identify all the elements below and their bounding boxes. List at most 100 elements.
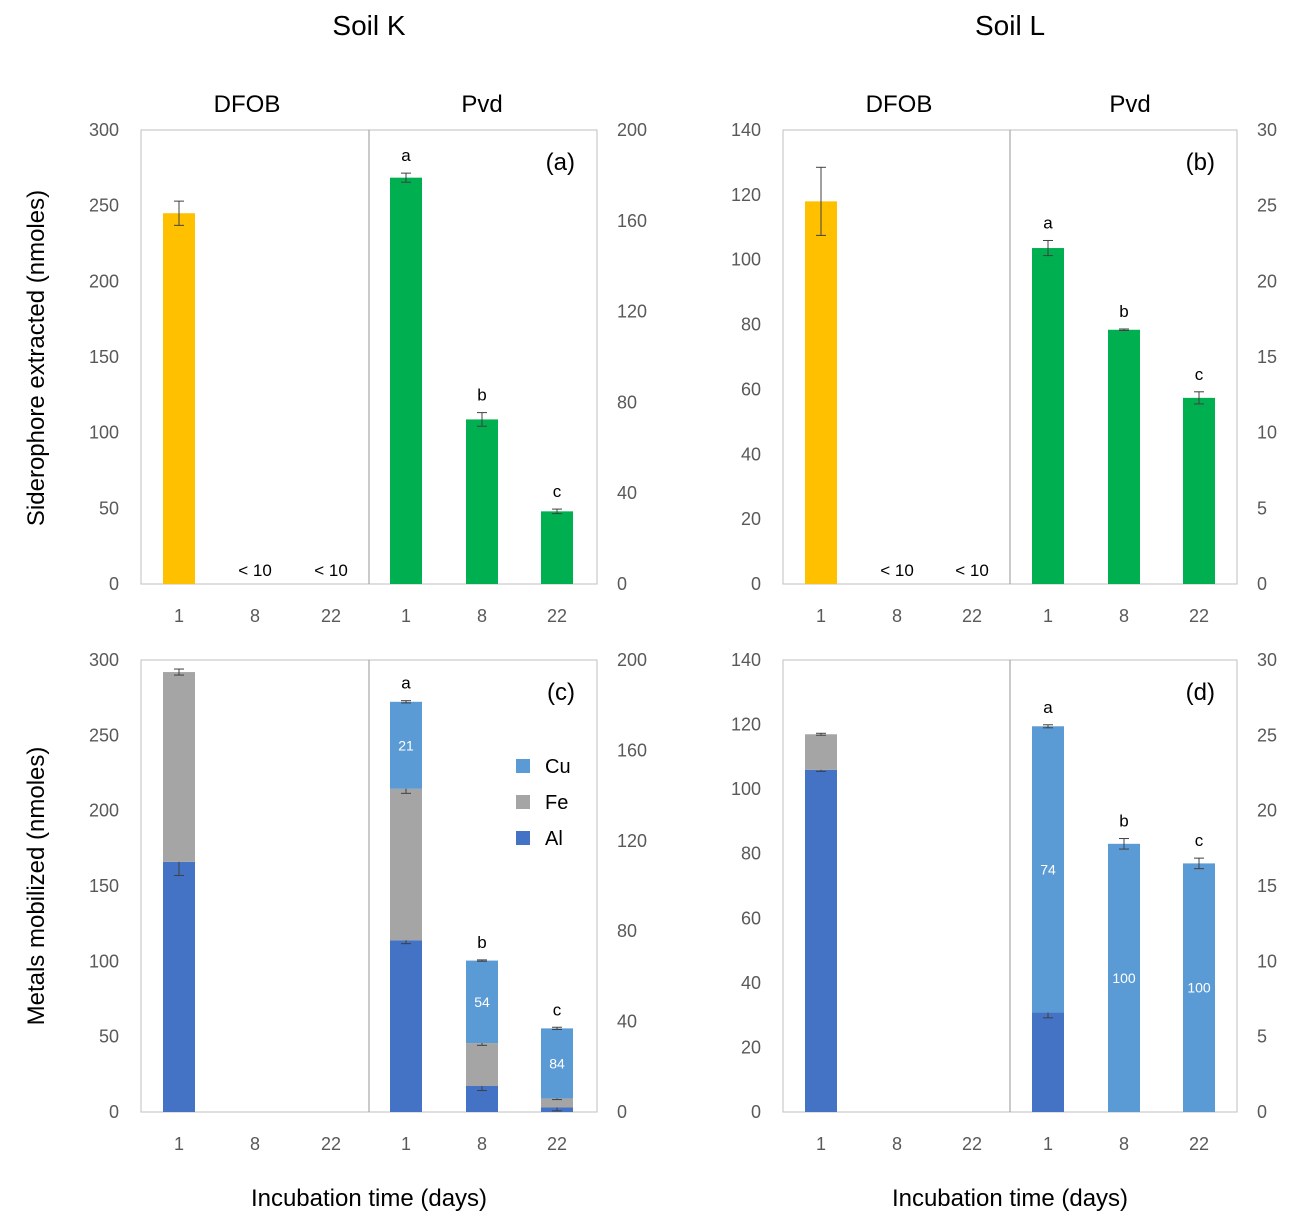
panel-b-left-tick-label: 80 — [741, 315, 761, 335]
panel-c-right-tick-label: 120 — [617, 831, 647, 851]
panel-d-left-tick-label: 120 — [731, 715, 761, 735]
panel-d-left-tick-label: 0 — [751, 1102, 761, 1122]
legend-swatch-cu — [516, 759, 530, 773]
panel-d-al-segment — [805, 769, 837, 1112]
panel-b-left-tick-label: 20 — [741, 509, 761, 529]
legend-swatch-fe — [516, 795, 530, 809]
panel-b-pvd-letter: c — [1195, 365, 1204, 384]
panel-b-right-tick-label: 25 — [1257, 196, 1277, 216]
panel-c-left-tick-label: 0 — [109, 1102, 119, 1122]
panel-c-right-tick-label: 200 — [617, 650, 647, 670]
panel-b-category-label: 1 — [1043, 606, 1053, 626]
panel-d-left-tick-label: 40 — [741, 973, 761, 993]
panel-d-cu-segment — [1032, 726, 1064, 1013]
panel-a-pvd-letter: b — [477, 386, 486, 405]
panel-c-label: (c) — [547, 679, 575, 706]
header-dfob-l: DFOB — [866, 91, 933, 118]
panel-d-left-tick-label: 80 — [741, 844, 761, 864]
panel-b-dfob-bar-label: < 10 — [955, 561, 989, 580]
panel-b-pvd-bar — [1032, 248, 1064, 585]
panel-c-category-label: 22 — [547, 1134, 567, 1154]
panel-c-left-tick-label: 150 — [89, 876, 119, 896]
panel-c-cu-segment — [541, 1028, 573, 1099]
panel-a-dfob-bar — [163, 213, 195, 584]
panel-a-category-label: 22 — [321, 606, 341, 626]
panel-c-fe-segment — [541, 1098, 573, 1108]
panel-a-left-tick-label: 150 — [89, 347, 119, 367]
y-axis-label-top: Siderophore extracted (nmoles) — [23, 190, 50, 526]
panel-b-left-tick-label: 100 — [731, 250, 761, 270]
panel-d-category-label: 1 — [816, 1134, 826, 1154]
panel-b-pvd-letter: a — [1043, 213, 1053, 232]
panel-c-right-tick-label: 160 — [617, 740, 647, 760]
panel-b-right-tick-label: 15 — [1257, 347, 1277, 367]
panel-c-left-tick-label: 50 — [99, 1027, 119, 1047]
panel-c-fe-segment — [163, 672, 195, 862]
panel-a-right-tick-label: 160 — [617, 211, 647, 231]
x-axis-label-right: Incubation time (days) — [892, 1185, 1128, 1212]
panel-c-category-label: 8 — [250, 1134, 260, 1154]
panel-a-label: (a) — [546, 149, 575, 176]
panel-a-left-tick-label: 300 — [89, 120, 119, 140]
legend-label-al: Al — [545, 828, 563, 850]
panel-a-category-label: 1 — [174, 606, 184, 626]
panel-c-fe-segment — [466, 1043, 498, 1087]
panel-a-category-label: 8 — [477, 606, 487, 626]
panel-d-right-tick-label: 25 — [1257, 725, 1277, 745]
panel-b-left-tick-label: 0 — [751, 574, 761, 594]
panel-d-category-label: 22 — [1189, 1134, 1209, 1154]
panel-d-label: (d) — [1186, 679, 1215, 706]
panel-d-al-segment — [1032, 1012, 1064, 1112]
panel-a-left-tick-label: 250 — [89, 196, 119, 216]
panel-d-cu-percent-label: 74 — [1040, 861, 1056, 877]
panel-b-pvd-bar — [1183, 397, 1215, 584]
panel-d-right-tick-label: 0 — [1257, 1102, 1267, 1122]
panel-c-pvd-letter: b — [477, 933, 486, 952]
panel-b-dfob-bar-label: < 10 — [880, 561, 914, 580]
panel-a-right-tick-label: 40 — [617, 483, 637, 503]
panel-b-right-tick-label: 30 — [1257, 120, 1277, 140]
panel-c-left-tick-label: 250 — [89, 725, 119, 745]
panel-d-right-tick-label: 5 — [1257, 1027, 1267, 1047]
panel-d-left-tick-label: 60 — [741, 908, 761, 928]
panel-a-left-tick-label: 50 — [99, 498, 119, 518]
panel-a-category-label: 8 — [250, 606, 260, 626]
panel-d-right-tick-label: 10 — [1257, 951, 1277, 971]
panel-c-right-tick-label: 0 — [617, 1102, 627, 1122]
panel-d-right-tick-label: 15 — [1257, 876, 1277, 896]
panel-a-right-tick-label: 0 — [617, 574, 627, 594]
panel-d-cu-segment — [1183, 863, 1215, 1112]
panel-d-left-tick-label: 20 — [741, 1037, 761, 1057]
panel-b-category-label: 22 — [1189, 606, 1209, 626]
x-axis-label-left: Incubation time (days) — [251, 1185, 487, 1212]
panel-b-label: (b) — [1186, 149, 1215, 176]
legend-swatch-al — [516, 831, 530, 845]
panel-c-al-segment — [163, 861, 195, 1112]
panel-d-right-tick-label: 30 — [1257, 650, 1277, 670]
panel-a-right-tick-label: 120 — [617, 302, 647, 322]
panel-b-pvd-bar — [1108, 329, 1140, 584]
panel-a-pvd-bar — [541, 511, 573, 584]
panel-d-cu-percent-label: 100 — [1187, 980, 1211, 996]
panel-b-category-label: 8 — [892, 606, 902, 626]
header-pvd-l: Pvd — [1109, 91, 1150, 118]
panel-d-category-label: 1 — [1043, 1134, 1053, 1154]
panel-c-cu-percent-label: 21 — [398, 737, 414, 753]
panel-b-right-tick-label: 5 — [1257, 498, 1267, 518]
panel-a-pvd-bar — [466, 419, 498, 584]
panel-d-pvd-letter: c — [1195, 831, 1204, 850]
title-soil-k: Soil K — [332, 10, 405, 41]
panel-b-category-label: 1 — [816, 606, 826, 626]
header-dfob-k: DFOB — [214, 91, 281, 118]
panel-c-category-label: 22 — [321, 1134, 341, 1154]
panel-c-cu-percent-label: 84 — [549, 1055, 565, 1071]
panel-b-left-tick-label: 120 — [731, 185, 761, 205]
y-axis-label-bottom: Metals mobilized (nmoles) — [23, 747, 50, 1026]
panel-d-category-label: 22 — [962, 1134, 982, 1154]
panel-d-pvd-letter: a — [1043, 698, 1053, 717]
panel-c-pvd-letter: c — [553, 1000, 562, 1019]
panel-b-category-label: 8 — [1119, 606, 1129, 626]
panel-c-category-label: 8 — [477, 1134, 487, 1154]
